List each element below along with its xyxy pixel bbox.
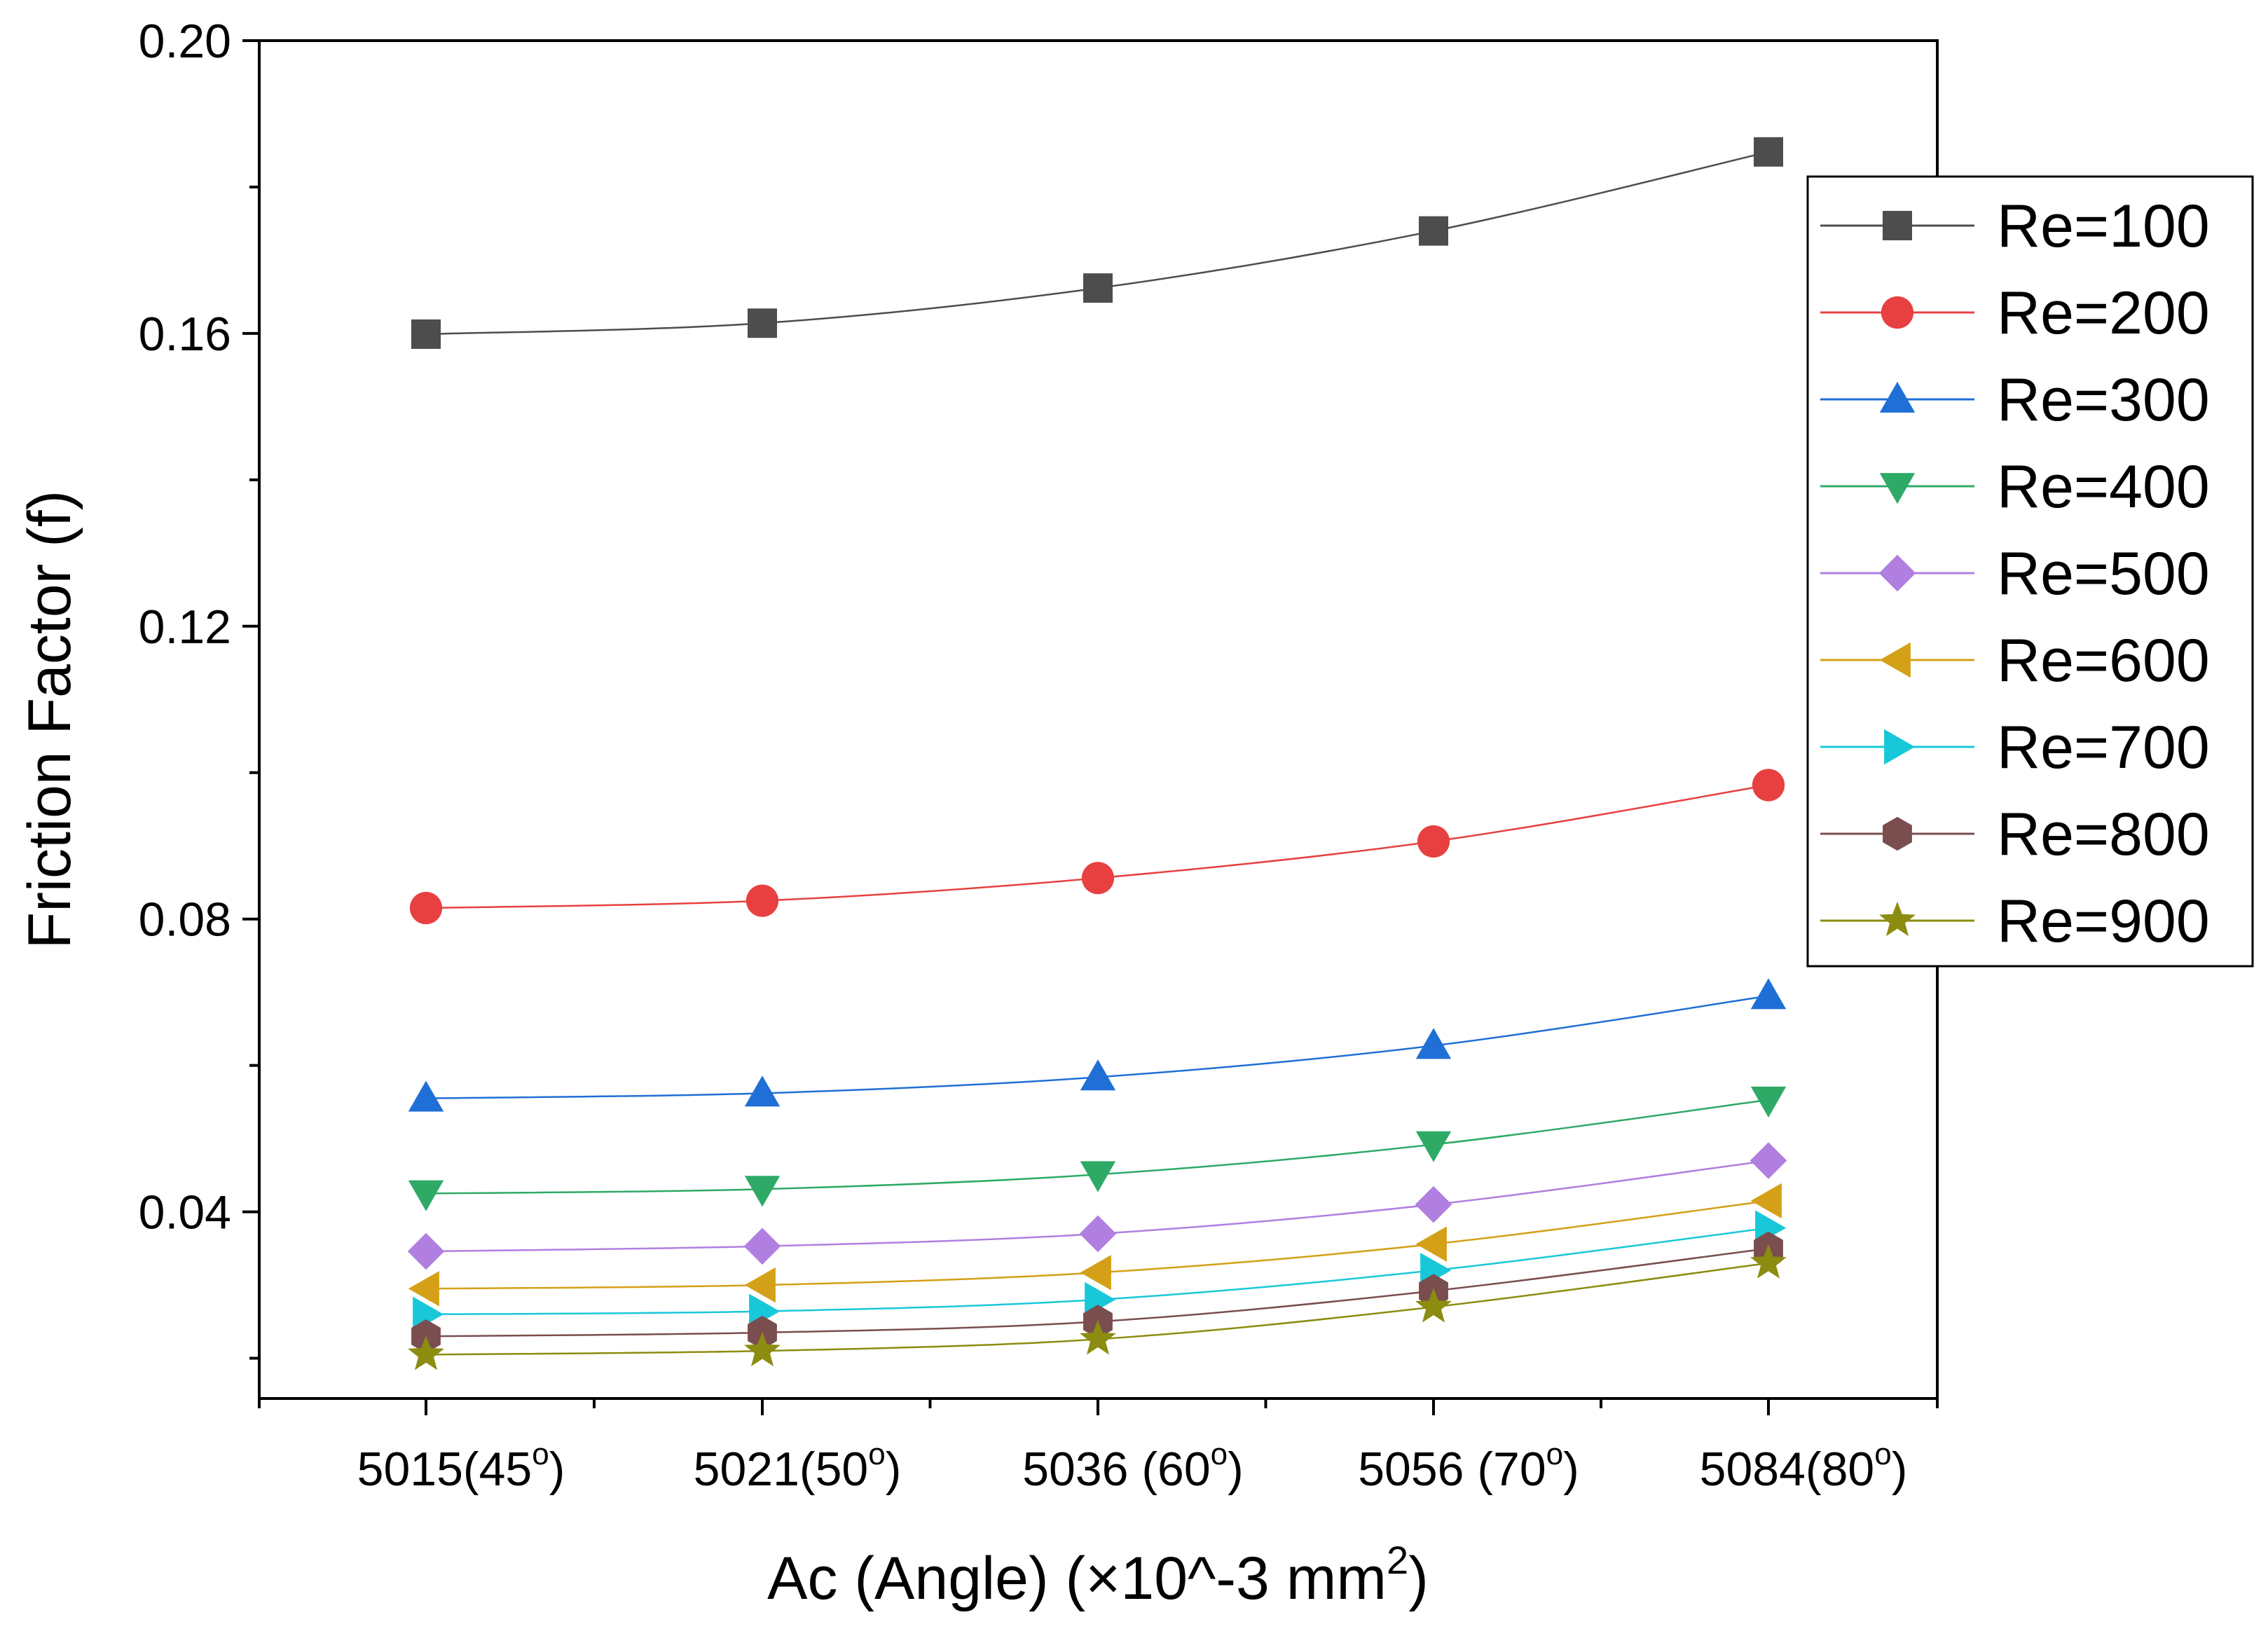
data-point-circle	[1417, 825, 1450, 858]
data-point-triangle-left	[1750, 1183, 1782, 1219]
legend-entry: Re=400	[1820, 453, 2210, 521]
data-point-star	[1750, 1244, 1787, 1279]
data-point-triangle-up	[1080, 1059, 1116, 1091]
data-point-diamond	[407, 1232, 445, 1270]
legend-label: Re=400	[1997, 453, 2210, 521]
x-category-label: 5056 (70o)	[1358, 1437, 1579, 1496]
y-tick-label: 0.20	[139, 15, 231, 68]
legend-entry: Re=900	[1820, 888, 2210, 955]
legend-entry: Re=700	[1820, 714, 2210, 781]
series-re-300	[408, 978, 1787, 1112]
legend-label: Re=800	[1997, 801, 2210, 868]
legend-marker-triangle-down	[1879, 473, 1916, 504]
data-point-triangle-left	[1080, 1255, 1111, 1291]
data-point-triangle-left	[408, 1271, 439, 1307]
y-tick-label: 0.08	[139, 893, 231, 947]
legend-label: Re=500	[1997, 540, 2210, 607]
data-point-square	[1754, 137, 1783, 167]
data-point-circle	[1752, 769, 1785, 802]
data-point-star	[744, 1331, 781, 1367]
data-point-diamond	[1415, 1185, 1452, 1223]
legend-label: Re=300	[1997, 366, 2210, 434]
data-point-square	[1419, 216, 1448, 246]
series-re-100	[411, 137, 1783, 349]
data-point-star	[1080, 1320, 1116, 1355]
x-axis-title: Ac (Angle) (×10^-3 mm2)	[767, 1538, 1429, 1612]
legend-label: Re=700	[1997, 714, 2210, 781]
x-category-label: 5036 (60o)	[1022, 1437, 1244, 1496]
legend-label: Re=200	[1997, 280, 2210, 347]
series-re-800	[411, 1231, 1783, 1354]
x-category-label: 5021(50o)	[694, 1437, 902, 1496]
data-point-triangle-up	[408, 1080, 444, 1112]
y-tick-label: 0.12	[139, 600, 231, 654]
series-re-600	[408, 1183, 1782, 1307]
legend-marker-triangle-left	[1879, 642, 1911, 678]
data-point-star	[1415, 1288, 1452, 1323]
data-point-square	[748, 308, 777, 338]
data-point-triangle-down	[744, 1176, 781, 1207]
legend-entry: Re=600	[1820, 627, 2210, 694]
x-category-label: 5084(80o)	[1700, 1437, 1908, 1496]
series-re-500	[407, 1142, 1787, 1270]
x-category-label: 5015(45o)	[357, 1437, 565, 1496]
y-tick-label: 0.16	[139, 308, 231, 361]
data-point-triangle-up	[1750, 978, 1787, 1010]
data-point-square	[1083, 273, 1113, 303]
legend-entry: Re=100	[1820, 193, 2210, 260]
data-point-triangle-down	[1080, 1161, 1116, 1192]
legend-marker-square	[1883, 211, 1912, 240]
legend-entry: Re=300	[1820, 366, 2210, 434]
data-point-diamond	[1079, 1215, 1117, 1253]
y-axis-title: Friction Factor (f)	[16, 490, 83, 949]
series-layer	[407, 137, 1787, 1370]
data-point-square	[411, 319, 441, 349]
legend-marker-diamond	[1878, 554, 1916, 592]
legend-marker-triangle-right	[1884, 729, 1916, 765]
series-re-400	[408, 1086, 1787, 1211]
data-point-triangle-up	[1415, 1028, 1452, 1059]
axis-layer: 0.04 0.08 0.12 0.16 0.20 5015(45o) 5021(50o) 50…	[16, 15, 1939, 1612]
legend-marker-hexagon	[1883, 816, 1912, 851]
data-point-star	[408, 1335, 444, 1370]
legend-marker-star	[1879, 901, 1916, 937]
data-point-triangle-left	[1415, 1226, 1447, 1262]
data-point-circle	[409, 891, 443, 925]
data-point-circle	[1081, 862, 1115, 895]
data-point-triangle-up	[744, 1075, 781, 1107]
legend-label: Re=900	[1997, 888, 2210, 955]
data-point-diamond	[1750, 1142, 1787, 1179]
legend-marker-triangle-up	[1879, 381, 1916, 413]
legend-label: Re=600	[1997, 627, 2210, 694]
data-point-diamond	[743, 1228, 781, 1265]
legend-entry: Re=500	[1820, 540, 2210, 607]
legend-entry: Re=800	[1820, 801, 2210, 868]
data-point-triangle-down	[1750, 1086, 1787, 1118]
legend-label: Re=100	[1997, 193, 2210, 260]
legend: Re=100 Re=200 Re=300 Re=400 Re=500 Re=600 Re=7…	[1806, 175, 2254, 968]
legend-marker-circle	[1881, 296, 1914, 329]
data-point-triangle-down	[1415, 1131, 1452, 1162]
data-point-circle	[745, 884, 779, 917]
data-point-triangle-left	[744, 1267, 776, 1303]
legend-entry: Re=200	[1820, 280, 2210, 347]
series-re-900	[408, 1244, 1787, 1370]
y-tick-label: 0.04	[139, 1186, 231, 1239]
data-point-triangle-down	[408, 1180, 444, 1211]
series-re-200	[409, 769, 1785, 925]
